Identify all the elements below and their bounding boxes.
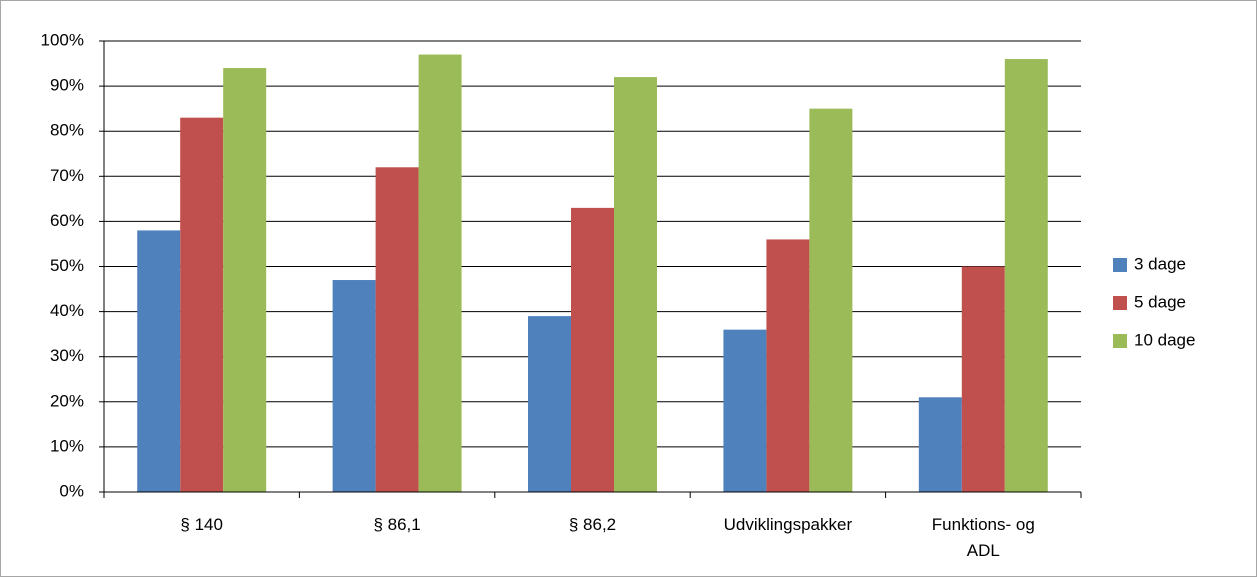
y-tick-label: 100% <box>41 30 84 49</box>
bar <box>418 54 462 492</box>
y-tick-label: 80% <box>50 121 84 140</box>
bar <box>180 117 224 493</box>
bar <box>332 280 376 492</box>
x-tick-label: Funktions- og ADL <box>931 515 1035 560</box>
legend-swatch <box>1113 334 1127 348</box>
legend-swatch <box>1113 296 1127 310</box>
y-tick-label: 40% <box>50 301 84 320</box>
y-tick-label: 60% <box>50 211 84 230</box>
bar <box>918 397 962 492</box>
legend-label: 3 dage <box>1134 254 1186 273</box>
bar <box>809 108 853 493</box>
y-tick-label: 90% <box>50 76 84 95</box>
legend-label: 10 dage <box>1134 330 1195 349</box>
x-tick-label: § 86,1 <box>373 515 421 534</box>
x-tick-label: Udviklingspakker <box>723 515 853 534</box>
y-tick-label: 20% <box>50 391 84 410</box>
bar <box>723 329 767 492</box>
bar <box>613 77 657 492</box>
y-tick-label: 0% <box>59 481 84 500</box>
y-tick-label: 30% <box>50 346 84 365</box>
bar <box>223 68 267 492</box>
x-tick-label: § 140 <box>180 515 223 534</box>
y-tick-label: 50% <box>50 256 84 275</box>
bar <box>528 316 572 492</box>
y-tick-label: 10% <box>50 436 84 455</box>
bar <box>766 239 810 492</box>
bar <box>961 266 1005 492</box>
bar <box>375 167 419 492</box>
bar <box>571 207 614 492</box>
y-tick-label: 70% <box>50 166 84 185</box>
legend-label: 5 dage <box>1134 292 1186 311</box>
bar <box>1004 59 1048 492</box>
x-tick-label: § 86,2 <box>568 515 617 534</box>
bar <box>137 230 181 493</box>
legend-swatch <box>1113 258 1127 272</box>
